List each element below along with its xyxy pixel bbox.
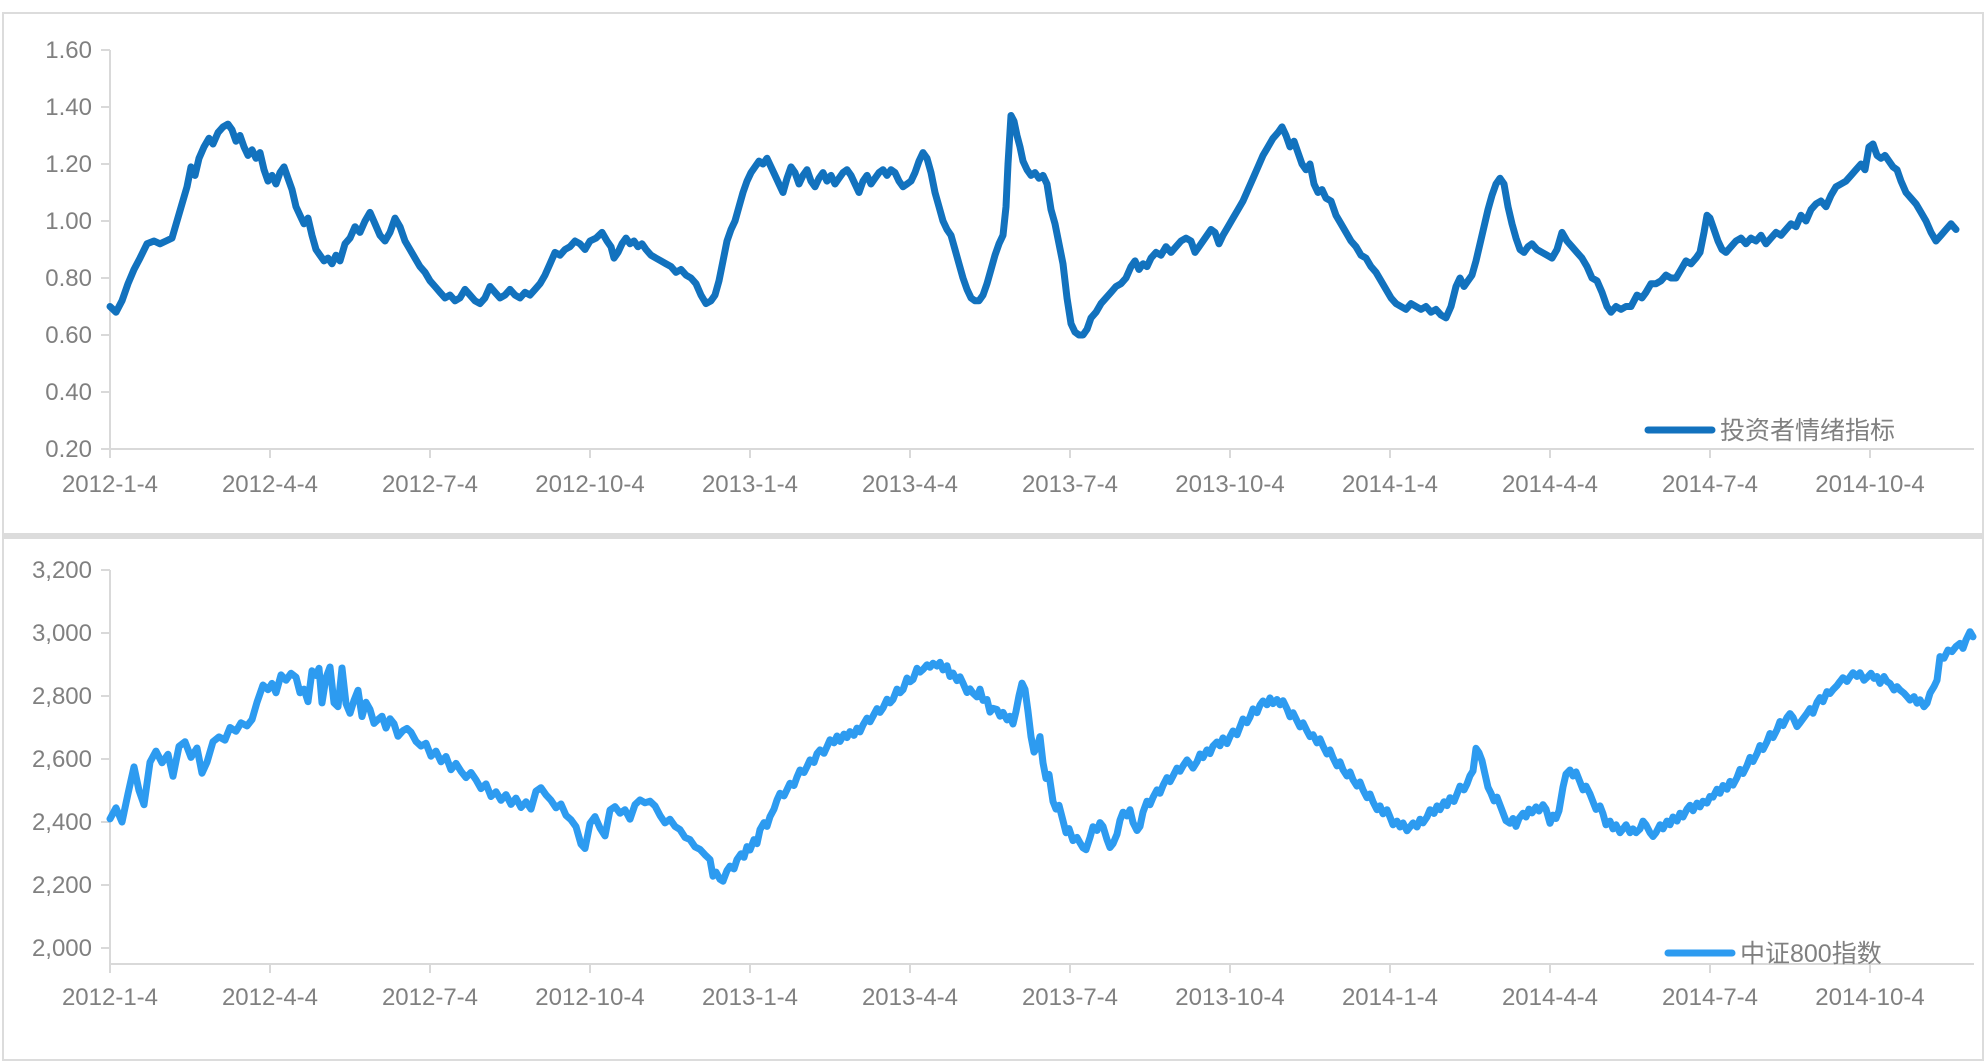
x-axis-label: 2013-4-4 (862, 984, 958, 1011)
x-axis-label: 2012-4-4 (222, 984, 318, 1011)
dual-chart-page: { "page": { "background": "#ffffff", "pa… (2, 12, 1984, 1061)
y-axis-label: 2,200 (32, 872, 92, 899)
x-axis-label: 2014-10-4 (1815, 984, 1924, 1011)
csi800-chart-panel: 3,200 3,000 2,800 2,600 2,400 2,200 2,000 2012-… (2, 533, 1984, 1061)
x-axis-label: 2013-1-4 (702, 471, 798, 498)
x-axis-label: 2013-10-4 (1175, 984, 1284, 1011)
x-axis-label: 2012-7-4 (382, 471, 478, 498)
x-axis-label: 2014-7-4 (1662, 984, 1758, 1011)
y-axis-label: 1.60 (45, 37, 92, 64)
x-axis-label: 2012-1-4 (62, 471, 158, 498)
y-axis-label: 0.80 (45, 265, 92, 292)
x-axis-label: 2013-1-4 (702, 984, 798, 1011)
x-axis-label: 2014-1-4 (1342, 471, 1438, 498)
y-axis-label: 1.40 (45, 94, 92, 121)
series-line (106, 112, 1960, 339)
x-axis-label: 2013-7-4 (1022, 984, 1118, 1011)
x-axis-label: 2013-4-4 (862, 471, 958, 498)
sentiment-chart-panel: 1.60 1.40 1.20 1.00 0.80 0.60 0.40 0.20 2012-1-4… (2, 12, 1984, 535)
legend-label: 中证800指数 (1740, 940, 1882, 968)
x-axis-label: 2012-1-4 (62, 984, 158, 1011)
csi800-chart: 3,200 3,000 2,800 2,600 2,400 2,200 2,000 2012-… (32, 557, 1977, 1011)
x-axis-label: 2012-7-4 (382, 984, 478, 1011)
y-axis-label: 3,000 (32, 620, 92, 647)
y-axis-label: 1.00 (45, 208, 92, 235)
sentiment-chart: 1.60 1.40 1.20 1.00 0.80 0.60 0.40 0.20 2012-1-4… (45, 37, 1974, 498)
x-axis-label: 2014-7-4 (1662, 471, 1758, 498)
y-axis-label: 2,600 (32, 746, 92, 773)
y-axis-label: 2,400 (32, 809, 92, 836)
x-axis-label: 2014-4-4 (1502, 471, 1598, 498)
y-axis-label: 0.60 (45, 322, 92, 349)
x-axis-label: 2014-4-4 (1502, 984, 1598, 1011)
y-axis-label: 3,200 (32, 557, 92, 584)
x-axis-label: 2014-1-4 (1342, 984, 1438, 1011)
y-axis-label: 2,800 (32, 683, 92, 710)
x-axis-label: 2012-10-4 (535, 984, 644, 1011)
x-axis-label: 2012-4-4 (222, 471, 318, 498)
x-axis-label: 2014-10-4 (1815, 471, 1924, 498)
x-axis-label: 2013-7-4 (1022, 471, 1118, 498)
series-line (106, 628, 1977, 885)
y-axis-label: 2,000 (32, 935, 92, 962)
legend-label: 投资者情绪指标 (1720, 417, 1895, 445)
x-axis-label: 2012-10-4 (535, 471, 644, 498)
y-axis-label: 1.20 (45, 151, 92, 178)
y-axis-label: 0.40 (45, 379, 92, 406)
x-axis-label: 2013-10-4 (1175, 471, 1284, 498)
y-axis-label: 0.20 (45, 436, 92, 463)
